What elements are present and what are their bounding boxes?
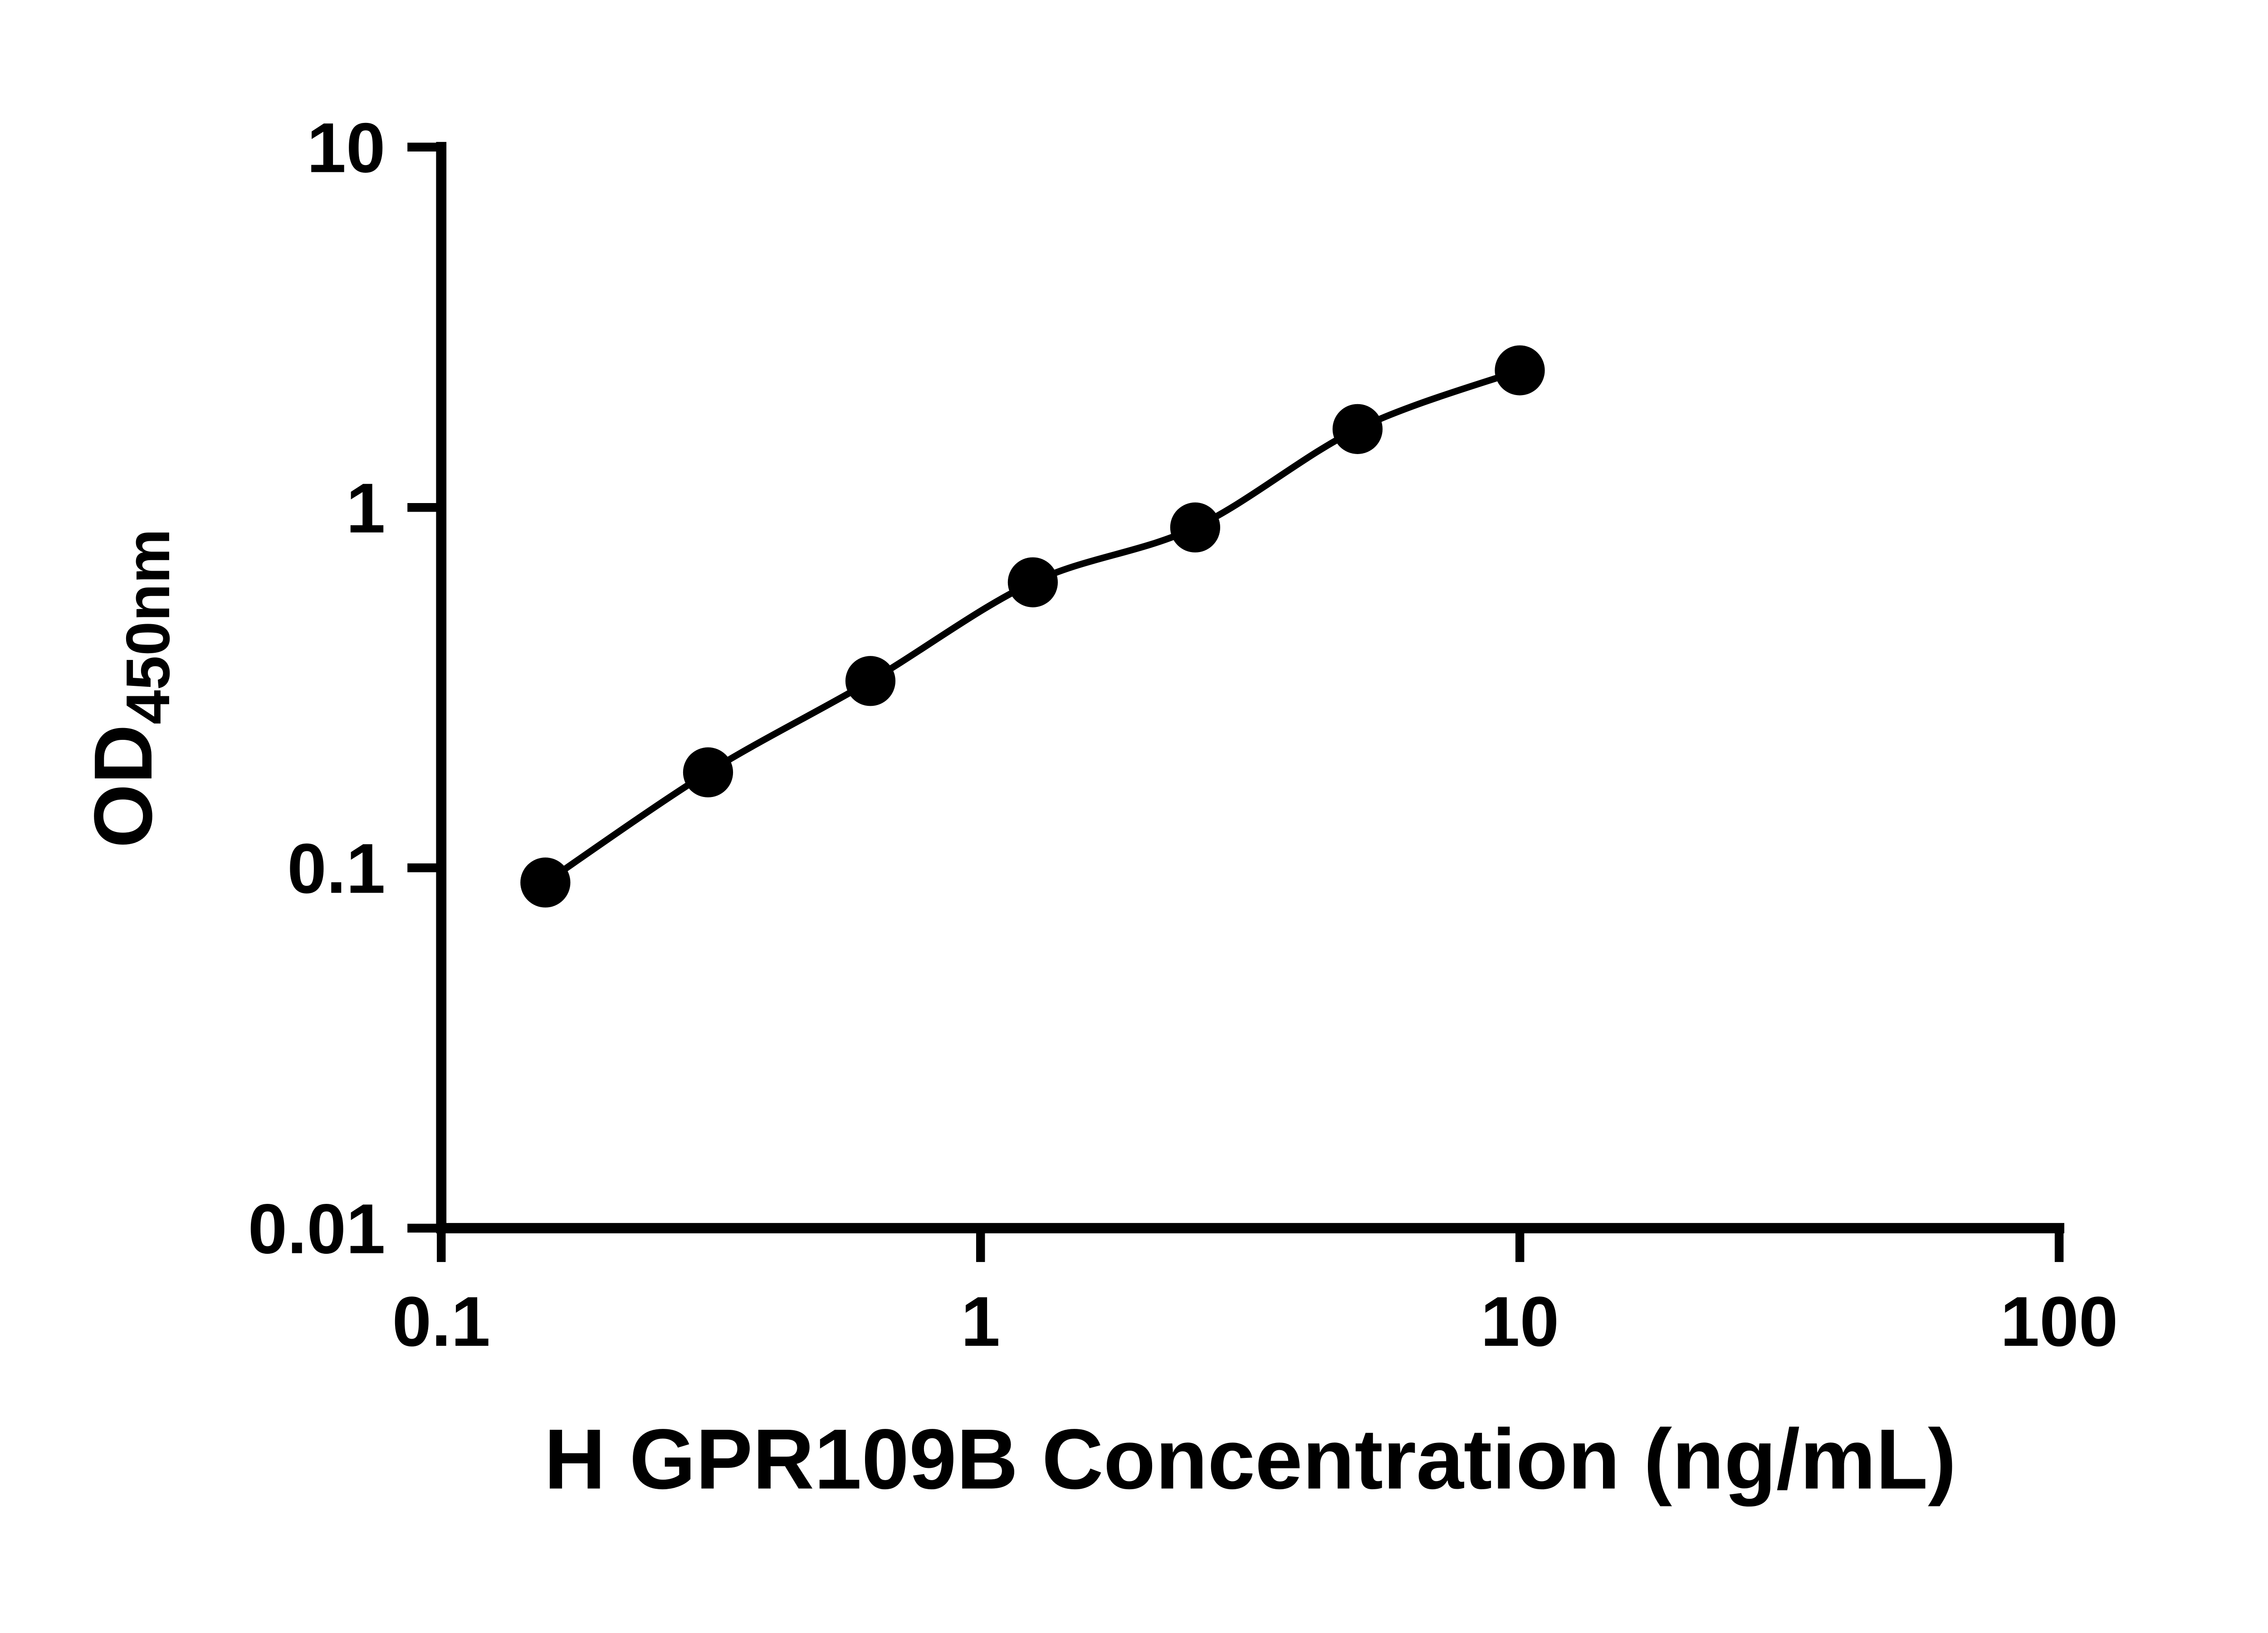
y-tick-label: 0.01 — [248, 1189, 386, 1268]
data-point — [1495, 345, 1545, 396]
x-axis-title: H GPR109B Concentration (ng/mL) — [544, 1411, 1956, 1506]
data-series — [520, 345, 1545, 908]
x-tick-label: 1 — [961, 1282, 1000, 1361]
y-axis-title-sub: 450nm — [113, 529, 182, 724]
y-tick-label: 10 — [307, 108, 385, 187]
y-tick-label: 1 — [346, 469, 386, 548]
axes — [436, 142, 2064, 1233]
x-axis-ticks: 0.1 1 10 100 — [392, 1228, 2118, 1361]
axis-spine — [436, 142, 2064, 1233]
y-axis-title-main: OD — [78, 724, 169, 848]
x-tick-label: 100 — [2000, 1282, 2118, 1361]
data-point — [1007, 557, 1058, 607]
elisa-standard-curve-figure: 0.1 1 10 100 0.01 0.1 1 10 H GPR109B Concentra… — [77, 108, 2118, 1507]
y-axis-title: OD450nm — [78, 529, 182, 848]
x-tick-label: 0.1 — [392, 1282, 490, 1361]
y-tick-label: 0.1 — [287, 829, 385, 908]
data-point — [1332, 404, 1383, 454]
y-axis-ticks: 0.01 0.1 1 10 — [248, 108, 441, 1268]
x-tick-label: 10 — [1481, 1282, 1559, 1361]
data-point — [1170, 502, 1221, 552]
data-point — [520, 857, 571, 908]
data-point — [845, 656, 896, 706]
data-point — [683, 747, 733, 797]
